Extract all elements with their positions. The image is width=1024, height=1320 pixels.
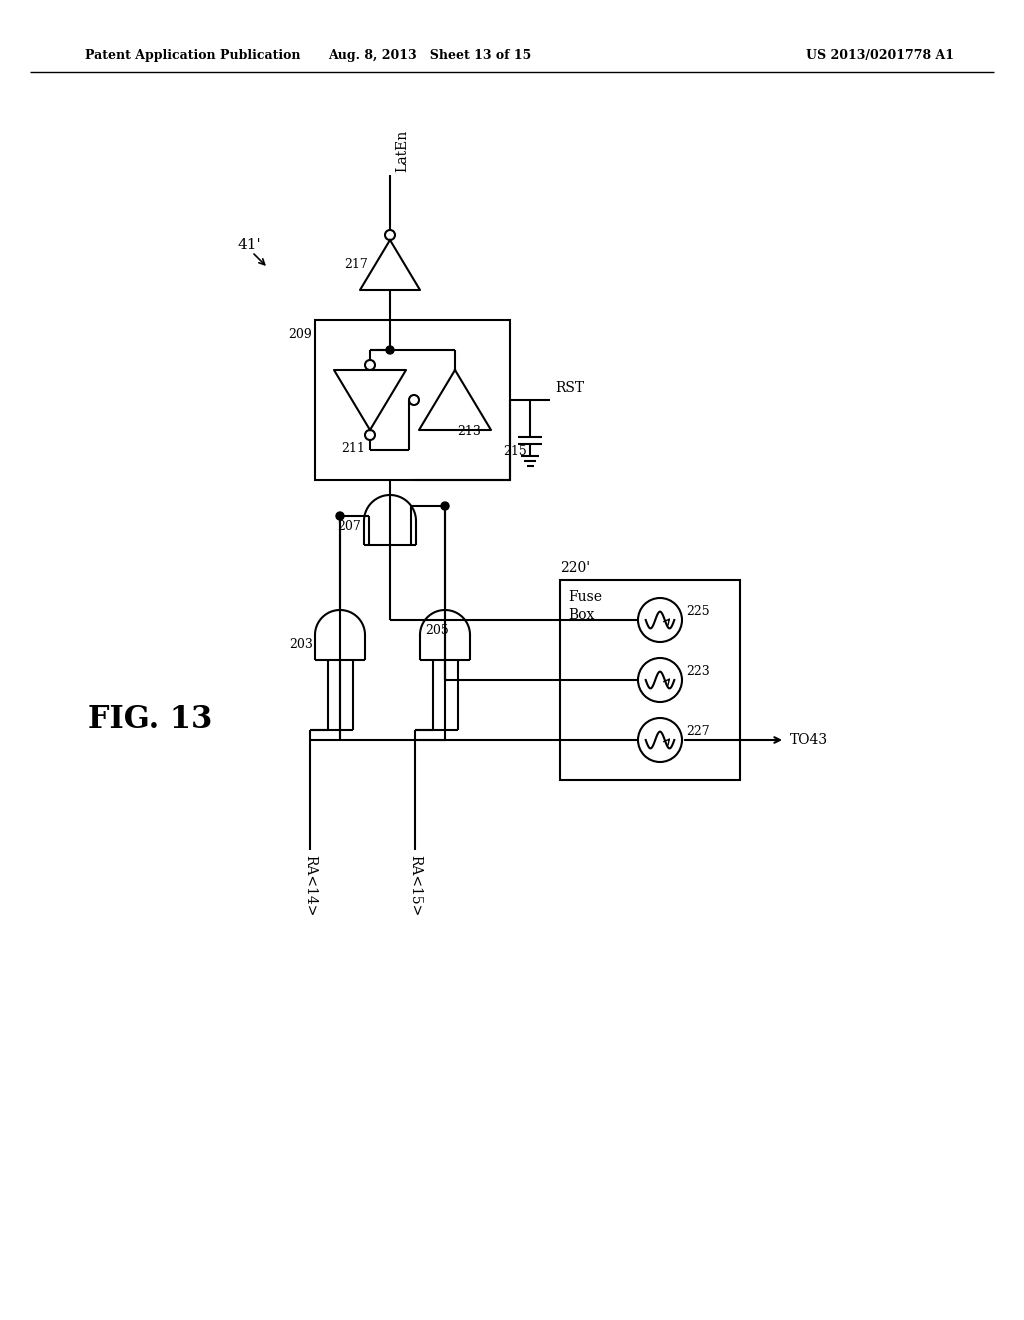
Text: RA<15>: RA<15> [408,855,422,916]
Text: FIG. 13: FIG. 13 [88,705,212,735]
Text: 209: 209 [288,327,312,341]
Circle shape [336,512,344,520]
Text: 227: 227 [686,725,710,738]
Text: 203: 203 [289,639,313,652]
Text: 223: 223 [686,665,710,678]
Text: Aug. 8, 2013   Sheet 13 of 15: Aug. 8, 2013 Sheet 13 of 15 [329,49,531,62]
Text: 205: 205 [425,623,449,636]
Text: RA<14>: RA<14> [303,855,317,916]
Text: RST: RST [555,381,584,395]
Text: US 2013/0201778 A1: US 2013/0201778 A1 [806,49,954,62]
Text: 225: 225 [686,605,710,618]
Text: Fuse: Fuse [568,590,602,605]
Text: 213: 213 [457,425,481,438]
Text: 215: 215 [503,445,527,458]
Text: Patent Application Publication: Patent Application Publication [85,49,300,62]
Bar [315,319,510,480]
Circle shape [441,502,449,510]
Circle shape [386,346,394,354]
Text: 220': 220' [560,561,590,576]
Text: TO43: TO43 [790,733,828,747]
Text: 211: 211 [341,442,365,455]
Text: 207: 207 [337,520,361,532]
Text: 41': 41' [238,238,261,252]
Text: 217: 217 [344,259,368,272]
Bar [560,579,740,780]
Text: Box: Box [568,609,594,622]
Text: LatEn: LatEn [395,129,409,172]
